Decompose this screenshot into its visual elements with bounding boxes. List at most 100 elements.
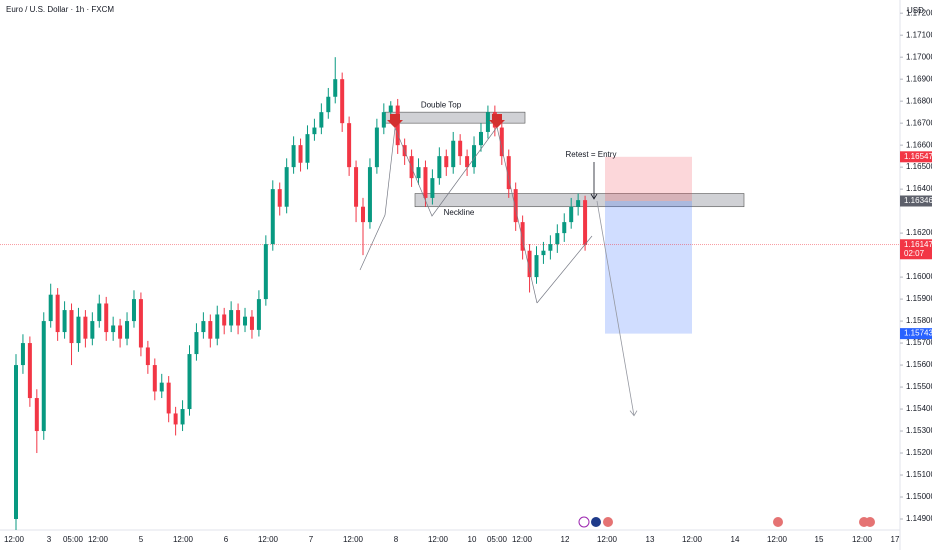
price-tag — [900, 239, 932, 260]
drawings — [359, 114, 875, 528]
candle-body — [423, 167, 428, 198]
target-zone — [605, 201, 692, 334]
candle-body — [499, 127, 504, 157]
price-tag-label: 1.15743 — [904, 329, 932, 338]
candle-body — [180, 409, 185, 425]
x-tick-label: 8 — [394, 535, 399, 544]
candle-body — [485, 112, 490, 132]
candle-body — [381, 112, 386, 128]
x-tick-label: 12:00 — [88, 535, 109, 544]
candle-body — [416, 167, 421, 179]
candle-body — [465, 156, 470, 168]
candle-body — [145, 347, 150, 366]
candle-body — [284, 167, 289, 207]
candle-body — [451, 140, 456, 168]
y-tick-label: 1.16000 — [906, 272, 932, 281]
candle-body — [541, 250, 546, 256]
candle-body — [20, 343, 25, 366]
candle-body — [312, 127, 317, 135]
x-tick-label: 12:00 — [852, 535, 873, 544]
x-tick-label: 6 — [224, 535, 229, 544]
event-icon — [865, 517, 875, 527]
candle-body — [243, 316, 248, 326]
candle-body — [305, 134, 310, 163]
y-tick-label: 1.17000 — [906, 52, 932, 61]
x-tick-label: 15 — [815, 535, 824, 544]
y-tick-label: 1.15000 — [906, 492, 932, 501]
candle-body — [173, 413, 178, 425]
candle-body — [576, 200, 581, 207]
candle-body — [298, 145, 303, 163]
candle-body — [534, 255, 539, 278]
candle-body — [131, 299, 136, 322]
price-tag — [900, 151, 932, 163]
candle-body — [319, 112, 324, 128]
stop-zone — [605, 156, 692, 202]
candle-body — [187, 354, 192, 410]
x-tick-label: 17 — [891, 535, 900, 544]
x-tick-label: 12:00 — [258, 535, 279, 544]
candle-body — [215, 314, 220, 339]
candle-body — [76, 316, 81, 344]
candle-body — [159, 382, 164, 392]
y-tick-label: 1.15800 — [906, 316, 932, 325]
candle-body — [236, 310, 241, 326]
candle-body — [69, 310, 74, 344]
candle-body — [222, 314, 227, 326]
candle-body — [118, 325, 123, 339]
candle-body — [472, 145, 477, 168]
candle-body — [270, 189, 275, 245]
x-tick-label: 14 — [731, 535, 740, 544]
event-icon — [773, 517, 783, 527]
x-tick-label: 12:00 — [4, 535, 25, 544]
candle-body — [444, 156, 449, 168]
price-tag-label: 1.16147 — [904, 240, 932, 249]
top-arrow — [387, 114, 403, 128]
x-tick-label: 13 — [646, 535, 655, 544]
symbol-title: Euro / U.S. Dollar · 1h · FXCM — [6, 5, 114, 14]
candle-body — [90, 321, 95, 339]
y-tick-label: 1.17200 — [906, 8, 932, 17]
candle-body — [256, 299, 261, 330]
y-tick-label: 1.16600 — [906, 140, 932, 149]
candle-body — [62, 310, 67, 333]
y-tick-label: 1.16900 — [906, 74, 932, 83]
price-tag — [900, 328, 932, 340]
y-tick-label: 1.15700 — [906, 338, 932, 347]
candle-body — [48, 294, 53, 322]
candle-body — [548, 244, 553, 251]
candle-body — [201, 321, 206, 333]
candle-body — [34, 398, 39, 432]
candle-body — [277, 189, 282, 207]
candle-body — [194, 332, 199, 355]
x-tick-label: 3 — [47, 535, 52, 544]
candle-body — [367, 167, 372, 223]
candle-body — [208, 321, 213, 339]
candle-body — [555, 233, 560, 245]
x-tick-label: 12:00 — [512, 535, 533, 544]
candle-body — [333, 79, 338, 97]
candle-body — [430, 178, 435, 198]
candle-body — [41, 321, 46, 432]
event-icon — [591, 517, 601, 527]
candle-body — [27, 343, 32, 399]
x-tick-label: 12:00 — [343, 535, 364, 544]
zone-label: Neckline — [444, 208, 475, 217]
candle-body — [249, 316, 254, 330]
zone-label: Double Top — [421, 100, 462, 109]
candle-body — [374, 127, 379, 168]
candle-body — [83, 316, 88, 339]
x-tick-label: 12:00 — [767, 535, 788, 544]
candle-body — [291, 145, 296, 168]
candle-body — [395, 105, 400, 146]
y-tick-label: 1.15100 — [906, 470, 932, 479]
candle-body — [506, 156, 511, 190]
candle-body — [263, 244, 268, 300]
candle-body — [138, 299, 143, 348]
y-tick-label: 1.15400 — [906, 404, 932, 413]
candle-body — [14, 365, 18, 520]
candle-body — [569, 206, 574, 223]
y-tick-label: 1.17100 — [906, 30, 932, 39]
price-tag-label: 1.16346 — [904, 196, 932, 205]
